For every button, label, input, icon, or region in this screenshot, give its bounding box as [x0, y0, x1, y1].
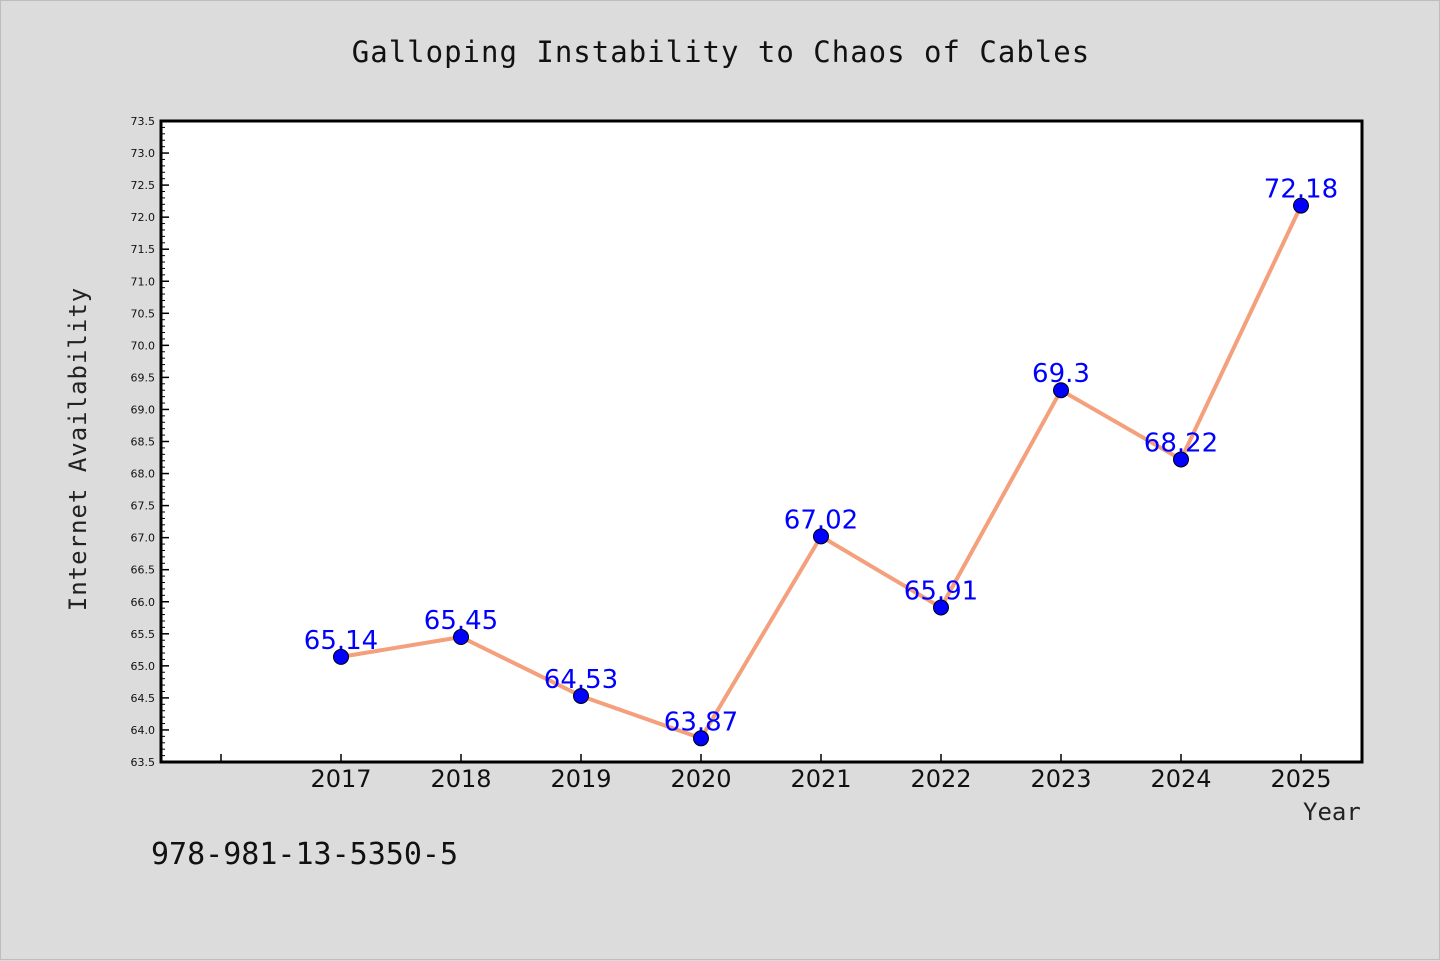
data-point-2023	[1053, 382, 1069, 399]
data-label-2021: 67.02	[784, 505, 858, 535]
y-axis: 63.5 64.0 64.5 65.0 65.5 66.0 66.5 67.0 67.5 68.0…	[131, 115, 169, 769]
y-tick-label-11: 69.0	[131, 403, 156, 416]
x-tick-label-2025: 2025	[1270, 765, 1331, 793]
y-tick-label-4: 65.5	[131, 628, 156, 641]
data-point-2017	[333, 648, 349, 665]
data-label-2019: 64.53	[544, 665, 618, 695]
y-tick-label-16: 71.5	[131, 243, 156, 256]
y-tick-label-12: 69.5	[131, 371, 156, 384]
data-point-2020	[693, 730, 709, 747]
data-point-2019	[573, 687, 589, 704]
x-tick-label-2024: 2024	[1150, 765, 1211, 793]
x-axis-label: Year	[1303, 798, 1361, 826]
y-tick-label-13: 70.0	[131, 339, 156, 352]
y-tick-label-9: 68.0	[131, 468, 156, 481]
x-tick-label-2021: 2021	[790, 765, 851, 793]
data-point-2021	[813, 528, 829, 545]
y-tick-label-2: 64.5	[131, 692, 156, 705]
y-tick-label-10: 68.5	[131, 436, 156, 449]
y-tick-label-20: 73.5	[131, 115, 156, 128]
x-tick-label-2023: 2023	[1030, 765, 1091, 793]
y-tick-label-15: 71.0	[131, 275, 156, 288]
y-tick-label-3: 65.0	[131, 660, 156, 673]
data-label-2022: 65.91	[904, 577, 978, 607]
data-point-2025	[1293, 197, 1309, 214]
y-tick-label-8: 67.5	[131, 500, 156, 513]
data-label-2025: 72.18	[1264, 175, 1338, 205]
y-tick-label-14: 70.5	[131, 307, 156, 320]
data-label-2023: 69.3	[1032, 359, 1090, 389]
chart-title: Galloping Instability to Chaos of Cables	[351, 35, 1091, 69]
y-tick-label-0: 63.5	[131, 756, 156, 769]
data-label-2017: 65.14	[304, 626, 378, 656]
data-point-2024	[1173, 451, 1189, 468]
data-point-2022	[933, 599, 949, 616]
y-tick-label-7: 67.0	[131, 532, 156, 545]
x-tick-label-2018: 2018	[430, 765, 491, 793]
x-tick-label-2022: 2022	[910, 765, 971, 793]
y-tick-label-1: 64.0	[131, 724, 156, 737]
y-tick-label-6: 66.5	[131, 564, 156, 577]
data-label-2020: 63.87	[664, 707, 738, 737]
x-tick-label-2020: 2020	[670, 765, 731, 793]
x-tick-label-2017: 2017	[310, 765, 371, 793]
y-tick-label-18: 72.5	[131, 179, 156, 192]
series-layer: 65.14 65.45 64.53 63.87 67.02 65.91 69.3 68.22 7…	[304, 175, 1338, 747]
footnote-isbn: 978-981-13-5350-5	[151, 837, 459, 872]
data-label-2024: 68.22	[1144, 428, 1218, 458]
y-tick-label-19: 73.0	[131, 147, 156, 160]
y-tick-label-17: 72.0	[131, 211, 156, 224]
y-tick-label-5: 66.0	[131, 596, 156, 609]
plot-frame	[159, 119, 1364, 764]
x-axis: 2017 2018 2019 2020 2021 2022 2023 2024 2025	[220, 754, 1332, 793]
x-tick-label-2019: 2019	[550, 765, 611, 793]
data-label-2018: 65.45	[424, 606, 498, 636]
data-point-2018	[453, 629, 469, 646]
